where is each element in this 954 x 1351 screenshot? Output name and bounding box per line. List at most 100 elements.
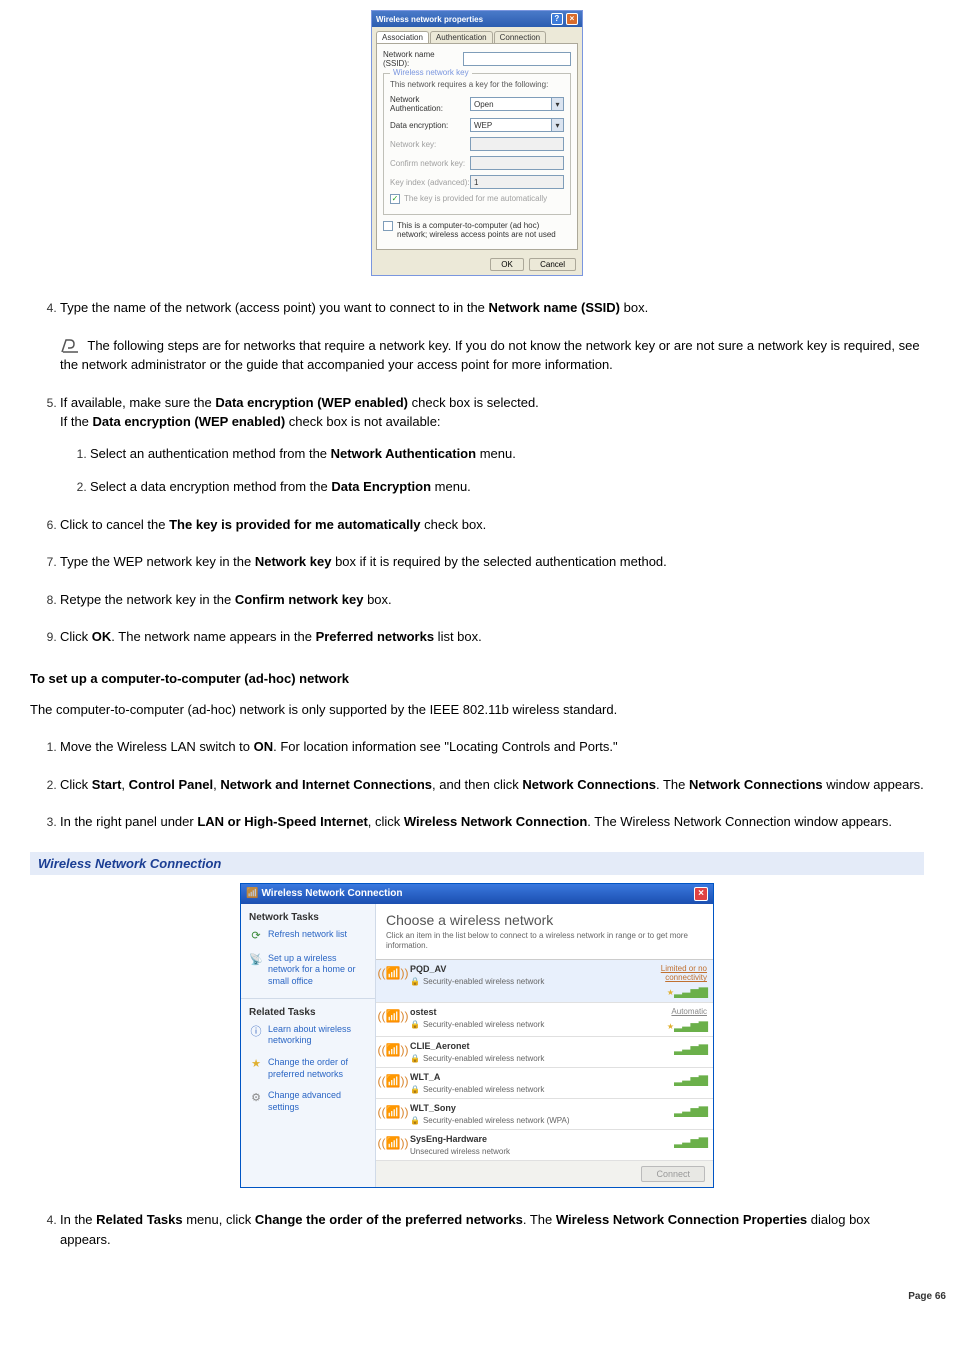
- section-adhoc-intro: The computer-to-computer (ad-hoc) networ…: [30, 700, 924, 720]
- step-5-1: Select an authentication method from the…: [90, 444, 924, 464]
- dialog1-title: Wireless network properties: [376, 15, 483, 24]
- tab-connection[interactable]: Connection: [494, 31, 546, 43]
- adhoc-label: This is a computer-to-computer (ad hoc) …: [397, 221, 571, 239]
- star-icon: ★: [667, 988, 674, 997]
- step-5: If available, make sure the Data encrypt…: [60, 393, 924, 497]
- adhoc-checkbox[interactable]: [383, 221, 393, 231]
- sidebar-item-advanced[interactable]: ⚙Change advanced settings: [249, 1090, 367, 1113]
- step-4: Type the name of the network (access poi…: [60, 298, 924, 318]
- network-row[interactable]: ((📶))SysEng-HardwareUnsecured wireless n…: [376, 1130, 713, 1161]
- key-input: [470, 137, 564, 151]
- wifi-icon: ((📶)): [382, 1103, 404, 1125]
- main-panel: Choose a wireless network Click an item …: [376, 904, 713, 1188]
- sidebar-item-setup[interactable]: 📡Set up a wireless network for a home or…: [249, 953, 367, 988]
- signal-bars-icon: ▂▃▅▆: [674, 984, 707, 998]
- lock-icon: 🔒: [410, 1085, 420, 1094]
- wifi-icon: ((📶)): [382, 1134, 404, 1156]
- index-input: 1: [470, 175, 564, 189]
- screenshot-caption: Wireless Network Connection: [30, 852, 924, 875]
- tab-authentication[interactable]: Authentication: [430, 31, 493, 43]
- main-heading: Choose a wireless network: [376, 904, 713, 931]
- network-security: 🔒Security-enabled wireless network: [410, 1054, 631, 1063]
- key-group-text: This network requires a key for the foll…: [390, 80, 564, 89]
- network-row[interactable]: ((📶)) CLIE_Aeronet 🔒Security-enabled wirel…: [376, 1037, 713, 1068]
- ssid-input[interactable]: [463, 52, 571, 66]
- auth-select[interactable]: Open▾: [470, 97, 564, 111]
- dialog-wireless-connection: 📶Wireless Network Connection × Network T…: [240, 883, 714, 1189]
- network-security: 🔒Security-enabled wireless network: [410, 1020, 631, 1029]
- steps-list-c: In the Related Tasks menu, click Change …: [60, 1210, 924, 1249]
- cancel-button[interactable]: Cancel: [529, 258, 576, 271]
- dialog2-titlebar: 📶Wireless Network Connection ×: [241, 884, 713, 904]
- network-status: Automatic: [637, 1007, 707, 1016]
- enc-select[interactable]: WEP▾: [470, 118, 564, 132]
- step-8: Retype the network key in the Confirm ne…: [60, 590, 924, 610]
- network-row[interactable]: ((📶))WLT_A🔒Security-enabled wireless net…: [376, 1068, 713, 1099]
- confirm-input: [470, 156, 564, 170]
- network-status: Limited or no connectivity: [637, 964, 707, 982]
- network-list: ((📶)) PQD_AV 🔒Security-enabled wireless ne…: [376, 959, 713, 1161]
- enc-label: Data encryption:: [390, 121, 470, 130]
- note-icon: [60, 338, 82, 354]
- dialog-wireless-properties: Wireless network properties ? × Associat…: [371, 10, 583, 276]
- network-row[interactable]: ((📶))ostest🔒Security-enabled wireless ne…: [376, 1003, 713, 1037]
- page-number: Page 66: [0, 1291, 954, 1302]
- close-icon[interactable]: ×: [694, 887, 708, 901]
- auth-label: Network Authentication:: [390, 95, 470, 113]
- info-icon: ⓘ: [249, 1024, 263, 1038]
- ssid-label: Network name (SSID):: [383, 50, 463, 68]
- signal-bars-icon: ▂▃▅▆: [674, 1072, 707, 1086]
- steps-list-b: Move the Wireless LAN switch to ON. For …: [60, 737, 924, 832]
- main-subtext: Click an item in the list below to conne…: [376, 931, 713, 960]
- step-c4: In the Related Tasks menu, click Change …: [60, 1210, 924, 1249]
- network-name: WLT_Sony: [410, 1103, 631, 1113]
- note-block: The following steps are for networks tha…: [60, 336, 924, 375]
- signal-bars-icon: ▂▃▅▆: [674, 1018, 707, 1032]
- network-security: Unsecured wireless network: [410, 1147, 631, 1156]
- step-b2: Click Start, Control Panel, Network and …: [60, 775, 924, 795]
- network-security: 🔒Security-enabled wireless network (WPA): [410, 1116, 631, 1125]
- connect-button[interactable]: Connect: [641, 1166, 705, 1182]
- key-group: Wireless network key This network requir…: [383, 73, 571, 215]
- signal-bars-icon: ▂▃▅▆: [674, 1103, 707, 1117]
- refresh-icon: ⟳: [249, 929, 263, 943]
- step-5-2: Select a data encryption method from the…: [90, 477, 924, 497]
- sidebar-heading-related-tasks: Related Tasks: [249, 1007, 367, 1018]
- sidebar: Network Tasks ⟳Refresh network list 📡Set…: [241, 904, 376, 1188]
- auto-checkbox[interactable]: ✓: [390, 194, 400, 204]
- dialog1-titlebar: Wireless network properties ? ×: [372, 11, 582, 27]
- dialog1-panel: Network name (SSID): Wireless network ke…: [376, 43, 578, 250]
- sidebar-item-change-order[interactable]: ★Change the order of preferred networks: [249, 1057, 367, 1080]
- chevron-down-icon: ▾: [551, 98, 563, 110]
- dialog2-title: Wireless Network Connection: [261, 888, 402, 899]
- steps-list-a2: If available, make sure the Data encrypt…: [60, 393, 924, 647]
- network-name: CLIE_Aeronet: [410, 1041, 631, 1051]
- wifi-icon: ((📶)): [382, 1041, 404, 1063]
- close-icon[interactable]: ×: [566, 13, 578, 25]
- step-6: Click to cancel the The key is provided …: [60, 515, 924, 535]
- index-label: Key index (advanced):: [390, 178, 470, 187]
- step-b1: Move the Wireless LAN switch to ON. For …: [60, 737, 924, 757]
- network-row[interactable]: ((📶)) WLT_Sony 🔒Security-enabled wireless …: [376, 1099, 713, 1130]
- star-icon: ★: [249, 1057, 263, 1071]
- signal-bars-icon: ▂▃▅▆: [674, 1134, 707, 1148]
- step-9: Click OK. The network name appears in th…: [60, 627, 924, 647]
- lock-icon: 🔒: [410, 1054, 420, 1063]
- step-b3: In the right panel under LAN or High-Spe…: [60, 812, 924, 832]
- tab-association[interactable]: Association: [376, 31, 429, 43]
- chevron-down-icon: ▾: [551, 119, 563, 131]
- key-group-title: Wireless network key: [390, 68, 472, 77]
- lock-icon: 🔒: [410, 1116, 420, 1125]
- help-icon[interactable]: ?: [551, 13, 563, 25]
- antenna-icon: 📡: [249, 953, 263, 967]
- sidebar-heading-network-tasks: Network Tasks: [249, 912, 367, 923]
- ok-button[interactable]: OK: [490, 258, 524, 271]
- network-name: PQD_AV: [410, 964, 631, 974]
- gear-icon: ⚙: [249, 1090, 263, 1104]
- star-icon: ★: [667, 1022, 674, 1031]
- sidebar-item-learn[interactable]: ⓘLearn about wireless networking: [249, 1024, 367, 1047]
- sidebar-item-refresh[interactable]: ⟳Refresh network list: [249, 929, 367, 943]
- lock-icon: 🔒: [410, 1020, 420, 1029]
- network-security: 🔒Security-enabled wireless network: [410, 977, 631, 986]
- network-row[interactable]: ((📶))PQD_AV🔒Security-enabled wireless ne…: [376, 960, 713, 1003]
